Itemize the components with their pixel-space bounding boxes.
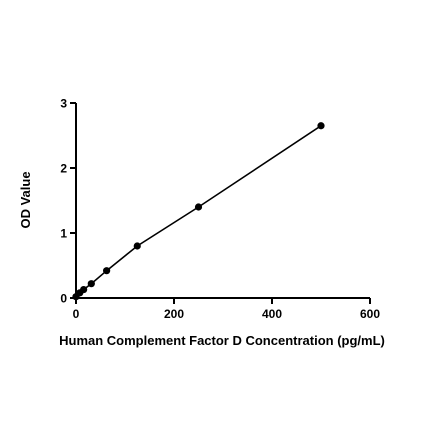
- y-axis-label: OD Value: [18, 171, 33, 228]
- x-tick-label: 0: [73, 307, 80, 321]
- data-point: [87, 280, 95, 288]
- data-point: [133, 242, 141, 250]
- y-tick-label: 1: [60, 227, 67, 241]
- data-point: [103, 267, 111, 275]
- x-tick-label: 400: [262, 307, 282, 321]
- fit-line-layer: [75, 125, 322, 298]
- data-points: [72, 122, 325, 301]
- x-tick-label: 600: [360, 307, 380, 321]
- data-point: [317, 122, 325, 130]
- y-tick-label: 2: [60, 162, 67, 176]
- y-tick-label: 3: [60, 97, 67, 111]
- axis-ticks: 0 1 2 3 0 200 400 600: [60, 97, 380, 322]
- fit-line: [75, 125, 322, 298]
- data-point: [80, 285, 88, 294]
- x-tick-label: 200: [164, 307, 184, 321]
- y-tick-label: 0: [60, 292, 67, 306]
- axes: [75, 103, 370, 299]
- data-point: [194, 203, 203, 211]
- x-axis-label: Human Complement Factor D Concentration …: [59, 333, 385, 348]
